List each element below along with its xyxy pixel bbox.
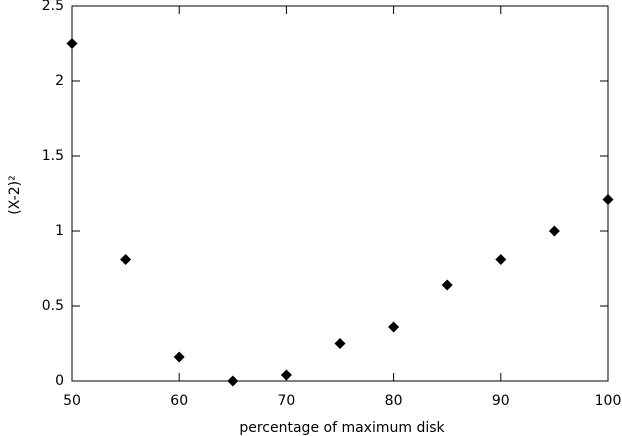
y-tick-label: 1.5 [42,148,64,164]
y-tick-label: 0 [55,373,64,389]
point [495,254,507,265]
x-tick-label: 60 [170,393,188,409]
y-tick-label: 2 [55,73,64,89]
point [280,369,292,381]
y-axis-label: (X-2)² [7,175,23,214]
x-tick-label: 100 [595,393,622,409]
point [173,351,185,363]
point [602,194,614,205]
point [548,225,560,237]
x-tick-label: 70 [277,393,295,409]
y-tick-label: 1 [55,223,64,239]
point [227,375,239,387]
point [66,38,78,49]
x-tick-label: 80 [385,393,403,409]
point [334,338,346,349]
plot-frame [71,5,609,382]
point [441,279,453,291]
point [120,254,132,265]
x-tick-label: 90 [492,393,510,409]
y-tick-label: 0.5 [42,298,64,314]
x-axis-label: percentage of maximum disk [239,420,445,436]
x-tick-label: 50 [63,393,81,409]
point [388,321,400,333]
y-tick-label: 2.5 [42,0,64,14]
